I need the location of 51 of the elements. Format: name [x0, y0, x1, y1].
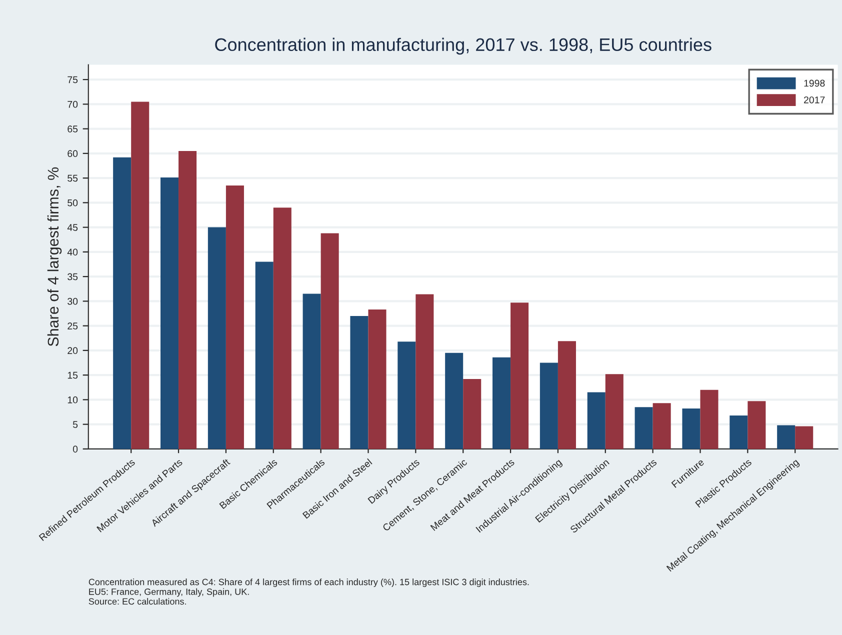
bar — [160, 178, 179, 449]
bar — [634, 407, 653, 449]
bar — [445, 352, 464, 449]
y-tick-label: 40 — [67, 248, 78, 256]
bar — [131, 102, 150, 449]
bar — [113, 157, 132, 449]
y-tick-label: 35 — [68, 273, 78, 280]
bar — [416, 294, 434, 449]
bar — [255, 262, 274, 449]
bar — [730, 415, 748, 449]
y-tick-label: 10 — [68, 396, 78, 404]
y-tick-label: 75 — [68, 76, 78, 84]
bar — [398, 342, 416, 449]
bar — [558, 341, 576, 449]
y-tick-label: 30 — [68, 298, 78, 305]
bar — [208, 227, 226, 449]
y-tick-label: 45 — [67, 224, 78, 231]
legend-label: 1998 — [804, 80, 825, 87]
bar — [273, 208, 292, 449]
y-tick-label: 55 — [68, 174, 78, 182]
bar — [700, 390, 718, 449]
bar — [510, 302, 529, 449]
bar — [540, 362, 558, 449]
legend-label: 2017 — [804, 96, 825, 104]
bar — [777, 425, 796, 449]
y-tick-label: 25 — [68, 322, 78, 330]
chart-title: Concentration in manufacturing, 2017 vs. 1998, EU5 countries — [215, 38, 712, 55]
y-tick-label: 20 — [68, 347, 78, 354]
bar — [795, 426, 814, 449]
y-tick-label: 70 — [68, 100, 78, 108]
y-tick-label: 50 — [68, 199, 78, 206]
y-tick-label: 65 — [68, 126, 78, 132]
bar — [226, 185, 244, 449]
text: Concentration measured as C4: Share of 4 largest firms of each industry (%). 15 largest ISIC 3 digit industries. EU5: France, Germany, Italy, Spain, UK. Source: EC calculations. — [88, 578, 529, 605]
y-tick-label: 5 — [72, 421, 78, 428]
bar — [320, 233, 339, 449]
bar — [178, 150, 197, 449]
bar — [368, 310, 386, 449]
bar — [605, 374, 624, 449]
y-axis-title: Share of 4 largest firms, % — [47, 167, 62, 346]
bar — [748, 401, 766, 449]
y-tick-label: 15 — [68, 372, 78, 379]
bar — [463, 379, 482, 449]
bar — [652, 403, 671, 449]
y-tick-label: 60 — [68, 150, 78, 158]
bar — [492, 357, 511, 449]
y-tick-label: 0 — [72, 446, 78, 453]
bar — [350, 316, 368, 449]
bar — [587, 392, 606, 449]
bar — [302, 294, 321, 449]
bar — [682, 408, 700, 449]
